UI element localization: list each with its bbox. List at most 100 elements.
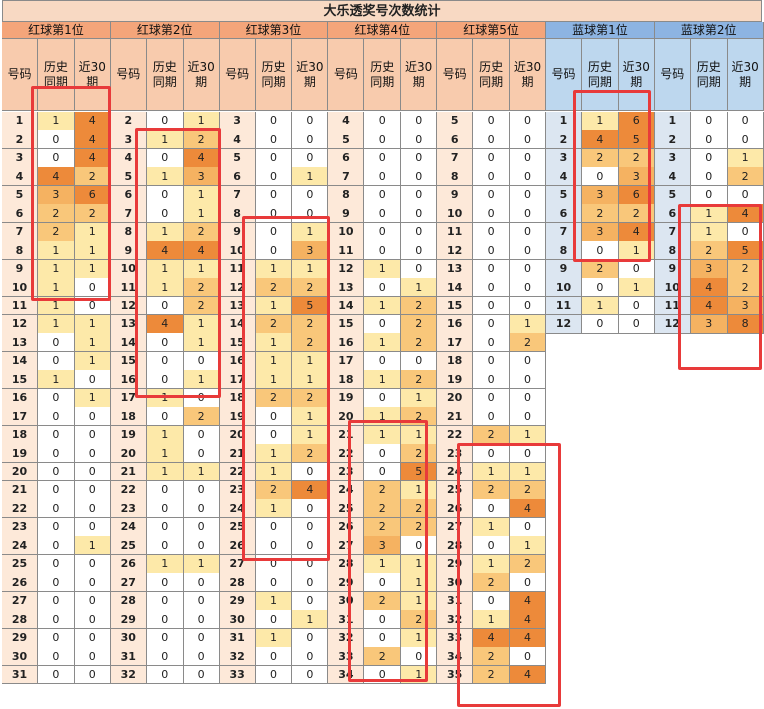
history-count-cell: 1: [364, 554, 402, 574]
ball-number-cell: 26: [110, 554, 147, 574]
recent-count-cell: 0: [510, 130, 546, 150]
ball-number-cell: 32: [328, 628, 365, 648]
recent-count-cell: 0: [510, 222, 546, 242]
history-count-cell: 1: [255, 444, 293, 464]
recent-count-cell: 2: [510, 333, 546, 353]
ball-number-cell: 13: [437, 259, 474, 279]
recent-count-cell: 0: [292, 462, 329, 482]
column-header: 近30 期: [618, 39, 655, 111]
recent-count-cell: 0: [292, 130, 329, 150]
history-count-cell: 1: [255, 259, 293, 279]
recent-count-cell: 1: [618, 278, 655, 297]
recent-count-cell: 2: [292, 278, 329, 297]
ball-number-cell: 17: [437, 333, 474, 353]
ball-number-cell: 19: [437, 370, 474, 390]
recent-count-cell: 0: [74, 296, 111, 316]
recent-count-cell: 2: [401, 517, 438, 537]
history-count-cell: 1: [364, 296, 402, 316]
history-count-cell: 0: [690, 112, 728, 131]
ball-number-cell: 14: [219, 314, 256, 334]
recent-count-cell: 0: [510, 647, 546, 666]
history-count-cell: 1: [146, 388, 184, 408]
column-header: 近30 期: [292, 39, 329, 111]
recent-count-cell: 0: [401, 259, 438, 279]
ball-number-cell: 22: [328, 444, 365, 464]
history-count-cell: 1: [364, 333, 402, 353]
recent-count-cell: 0: [292, 573, 329, 593]
ball-number-cell: 8: [110, 222, 147, 242]
ball-number-cell: 14: [2, 351, 38, 371]
history-count-cell: 2: [473, 481, 510, 500]
recent-count-cell: 1: [510, 462, 546, 482]
history-count-cell: 0: [38, 130, 75, 150]
recent-count-cell: 2: [727, 167, 764, 187]
recent-count-cell: 0: [292, 517, 329, 537]
column-header: 近30 期: [401, 39, 438, 111]
ball-number-cell: 7: [110, 204, 147, 224]
ball-number-cell: 4: [328, 112, 365, 131]
recent-count-cell: 3: [618, 167, 655, 187]
group-header: 红球第4位: [328, 22, 438, 39]
history-count-cell: 0: [255, 407, 293, 427]
history-count-cell: 0: [364, 610, 402, 630]
ball-number-cell: 2: [110, 112, 147, 131]
ball-number-cell: 8: [219, 204, 256, 224]
recent-count-cell: 2: [727, 259, 764, 279]
column-header: 近30 期: [74, 39, 111, 111]
history-count-cell: 0: [364, 130, 402, 150]
history-count-cell: 0: [255, 425, 293, 445]
history-count-cell: 0: [38, 610, 75, 630]
history-count-cell: 0: [364, 112, 402, 131]
history-count-cell: 0: [146, 517, 184, 537]
history-count-cell: 0: [146, 499, 184, 519]
ball-number-cell: 6: [437, 130, 474, 150]
recent-count-cell: 0: [74, 462, 111, 482]
recent-count-cell: 0: [74, 278, 111, 297]
ball-number-cell: 29: [219, 591, 256, 611]
history-count-cell: 1: [146, 425, 184, 445]
history-count-cell: 0: [38, 462, 75, 482]
history-count-cell: 2: [255, 481, 293, 500]
recent-count-cell: 0: [618, 259, 655, 279]
recent-count-cell: 0: [510, 573, 546, 593]
ball-number-cell: 16: [219, 351, 256, 371]
recent-count-cell: 2: [510, 554, 546, 574]
history-count-cell: 0: [255, 185, 293, 205]
history-count-cell: 1: [473, 517, 510, 537]
ball-number-cell: 9: [110, 241, 147, 261]
ball-number-cell: 27: [328, 536, 365, 556]
history-count-cell: 1: [473, 554, 510, 574]
ball-number-cell: 20: [328, 407, 365, 427]
history-count-cell: 0: [146, 536, 184, 556]
ball-number-cell: 32: [110, 665, 147, 685]
recent-count-cell: 1: [510, 536, 546, 556]
ball-number-cell: 14: [328, 296, 365, 316]
history-count-cell: 0: [38, 499, 75, 519]
recent-count-cell: 0: [183, 591, 220, 611]
recent-count-cell: 1: [183, 112, 220, 131]
column-header: 号码: [546, 39, 582, 111]
ball-number-cell: 11: [219, 259, 256, 279]
history-count-cell: 0: [690, 148, 728, 168]
history-count-cell: 1: [146, 167, 184, 187]
history-count-cell: 0: [473, 370, 510, 390]
recent-count-cell: 6: [618, 185, 655, 205]
ball-number-cell: 5: [219, 148, 256, 168]
ball-number-cell: 15: [2, 370, 38, 390]
recent-count-cell: 2: [510, 481, 546, 500]
ball-number-cell: 3: [219, 112, 256, 131]
history-count-cell: 1: [255, 628, 293, 648]
ball-number-cell: 10: [2, 278, 38, 297]
recent-count-cell: 0: [727, 185, 764, 205]
ball-number-cell: 23: [437, 444, 474, 464]
recent-count-cell: 0: [401, 167, 438, 187]
ball-number-cell: 16: [110, 370, 147, 390]
history-count-cell: 4: [473, 628, 510, 648]
ball-number-cell: 32: [437, 610, 474, 630]
recent-count-cell: 0: [510, 517, 546, 537]
column-header: 近30 期: [727, 39, 764, 111]
ball-number-cell: 6: [546, 204, 582, 224]
column-header: 号码: [437, 39, 474, 111]
column-header: 近30 期: [510, 39, 546, 111]
